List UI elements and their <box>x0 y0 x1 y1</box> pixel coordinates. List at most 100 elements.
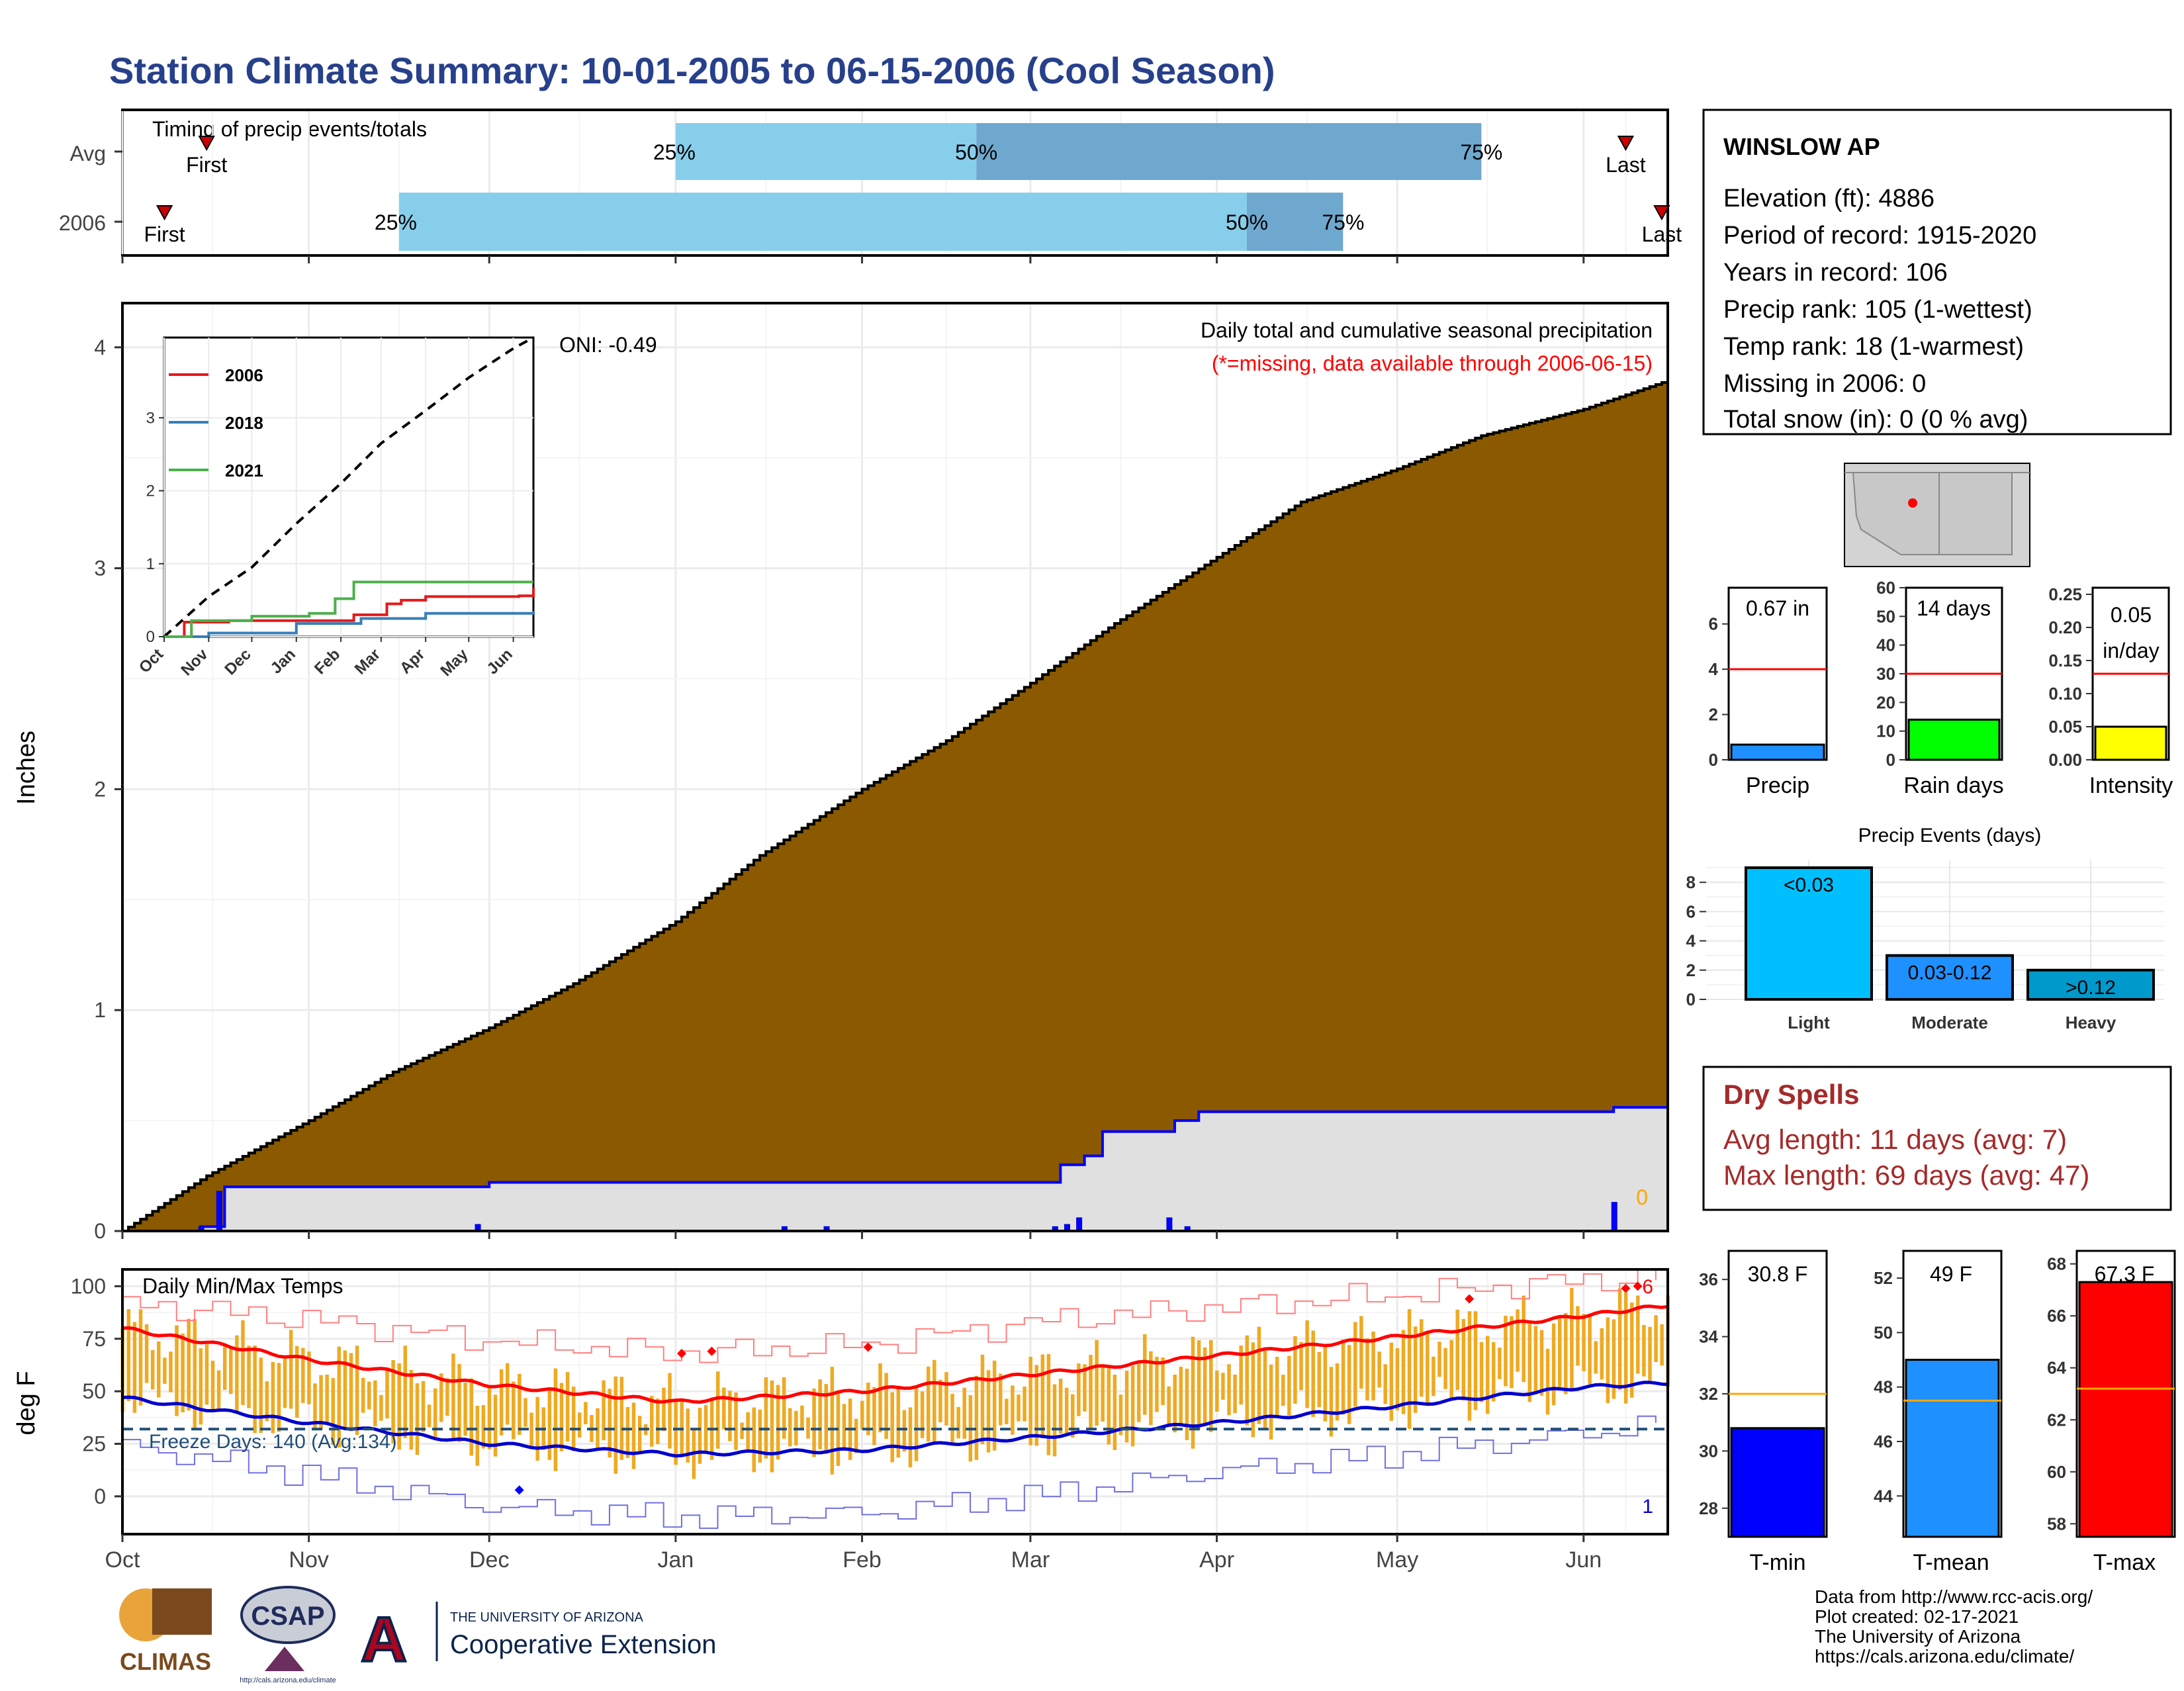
daily-temp-bar <box>1527 1324 1532 1402</box>
avg-75-label: 75% <box>1460 140 1502 164</box>
daily-temp-bar <box>1389 1342 1394 1421</box>
temp-bar-tick-label: 36 <box>1699 1269 1718 1289</box>
daily-temp-bar <box>1432 1356 1435 1396</box>
daily-temp-bar <box>253 1345 257 1434</box>
daily-temp-bar <box>367 1381 371 1410</box>
events-y-tick-label: 8 <box>1686 872 1696 892</box>
daily-temp-bar <box>1594 1341 1598 1374</box>
daily-temp-bar <box>150 1349 155 1390</box>
temp-bar-tick-label: 66 <box>2047 1306 2066 1326</box>
locator-map <box>1844 463 2030 567</box>
events-y-tick-label: 0 <box>1686 989 1696 1009</box>
avg-50-label: 50% <box>955 140 997 164</box>
daily-temp-bar <box>1263 1350 1267 1430</box>
daily-temp-bar <box>216 1370 221 1411</box>
daily-temp-bar <box>1473 1311 1478 1410</box>
daily-temp-bar <box>1545 1348 1550 1415</box>
daily-temp-bar <box>1305 1320 1309 1408</box>
timing-title: Timing of precip events/totals <box>152 117 427 141</box>
temp-y-tick-label: 25 <box>82 1432 106 1455</box>
precip-panel-frame <box>121 302 1669 1232</box>
climas-logo: CLIMAS <box>119 1588 212 1675</box>
daily-temp-bar <box>854 1418 858 1453</box>
daily-temp-bar <box>776 1385 780 1460</box>
daily-temp-bar <box>1504 1316 1508 1387</box>
daily-temp-bar <box>992 1360 997 1451</box>
daily-temp-bar <box>469 1378 473 1456</box>
temp-bar-tick-label: 52 <box>1874 1268 1893 1288</box>
daily-temp-bar <box>463 1383 467 1436</box>
temp-bar-tick-label: 64 <box>2047 1358 2066 1378</box>
events-moderate-bar-label: 0.03-0.12 <box>1908 962 1992 984</box>
daily-temp-bar <box>818 1379 822 1449</box>
month-tick-label: Dec <box>469 1547 509 1573</box>
daily-temp-bar <box>331 1378 335 1445</box>
daily-temp-bar <box>1191 1336 1195 1449</box>
temp-bar-tick-label: 34 <box>1699 1327 1718 1347</box>
mini-bar-tick-label: 0.25 <box>2048 584 2082 604</box>
daily-temp-bar <box>896 1386 901 1458</box>
daily-temp-bar <box>1257 1326 1261 1424</box>
temp-y-tick-label: 100 <box>71 1274 106 1298</box>
inset-frame <box>163 336 535 638</box>
daily-temp-bar <box>193 1318 197 1430</box>
precip-caption: Daily total and cumulative seasonal prec… <box>1201 318 1653 342</box>
daily-temp-bar <box>1299 1342 1303 1391</box>
daily-temp-bar <box>806 1417 810 1439</box>
record-low-marker <box>514 1485 524 1495</box>
daily-temp-bar <box>1612 1319 1616 1399</box>
temp-bar-tick-label: 68 <box>2047 1254 2066 1274</box>
daily-temp-bar <box>1551 1323 1556 1406</box>
daily-temp-bar <box>512 1381 516 1440</box>
daily-temp-bar <box>481 1405 486 1449</box>
month-tick-label: Jun <box>1565 1547 1602 1573</box>
daily-temp-bar <box>361 1377 365 1413</box>
inset-gridlines <box>163 338 533 637</box>
avg-first-label: First <box>186 153 227 177</box>
daily-temp-bar <box>1251 1342 1255 1438</box>
daily-temp-bar <box>962 1387 966 1439</box>
daily-temp-bar <box>349 1353 353 1432</box>
map-new-mexico <box>1938 472 2013 555</box>
2006-25-label: 25% <box>375 210 417 234</box>
record-high-marker <box>863 1342 873 1352</box>
daily-temp-bar <box>782 1377 786 1439</box>
daily-temp-bar <box>1498 1348 1502 1379</box>
daily-temp-bar <box>812 1389 816 1457</box>
daily-temp-bar <box>800 1405 804 1428</box>
daily-temp-bar <box>181 1333 185 1412</box>
daily-temp-bar <box>199 1348 203 1425</box>
tmax-bar-chart: 58 60 62 64 66 68 67.3 F T-max <box>2047 1250 2176 1575</box>
precip-total-label: Precip <box>1746 773 1809 798</box>
daily-temp-bar <box>674 1399 678 1465</box>
precip-y-tick-label: 0 <box>94 1219 106 1243</box>
station-snow: Total snow (in): 0 (0 % avg) <box>1723 406 2028 434</box>
mini-bar-tick-label: 0 <box>1886 750 1895 770</box>
mini-bar-tick-label: 0.15 <box>2048 651 2082 670</box>
daily-temp-bar <box>523 1398 527 1427</box>
daily-temp-bar <box>1005 1398 1009 1425</box>
avg-last-label: Last <box>1606 153 1646 177</box>
event-bar-heavy <box>2026 968 2155 1001</box>
daily-temp-bar <box>1426 1331 1430 1406</box>
daily-temp-bar <box>938 1379 942 1423</box>
daily-temp-bar <box>908 1407 913 1468</box>
daily-temp-bar <box>1341 1340 1345 1415</box>
daily-temp-bar <box>746 1412 750 1452</box>
daily-temp-bar <box>1443 1348 1447 1389</box>
mini-bar-tick-label: 60 <box>1876 578 1895 598</box>
daily-temp-bar <box>301 1348 305 1403</box>
daily-temp-bar <box>872 1387 876 1445</box>
daily-temp-bar <box>625 1406 630 1459</box>
daily-temp-bar <box>619 1377 624 1460</box>
record-min-line <box>122 1415 1657 1530</box>
daily-temp-bar <box>229 1348 233 1394</box>
daily-temp-bar <box>1437 1342 1441 1377</box>
daily-temp-bar <box>1623 1292 1628 1404</box>
station-missing: Missing in 2006: 0 <box>1723 370 1926 398</box>
daily-temp-bar <box>764 1377 768 1459</box>
station-info-box: WINSLOW AP Elevation (ft): 4886 Period o… <box>1702 109 2172 435</box>
daily-temp-bar <box>1077 1363 1081 1416</box>
daily-temp-bar <box>1101 1367 1105 1422</box>
daily-temp-bar <box>1522 1295 1525 1383</box>
